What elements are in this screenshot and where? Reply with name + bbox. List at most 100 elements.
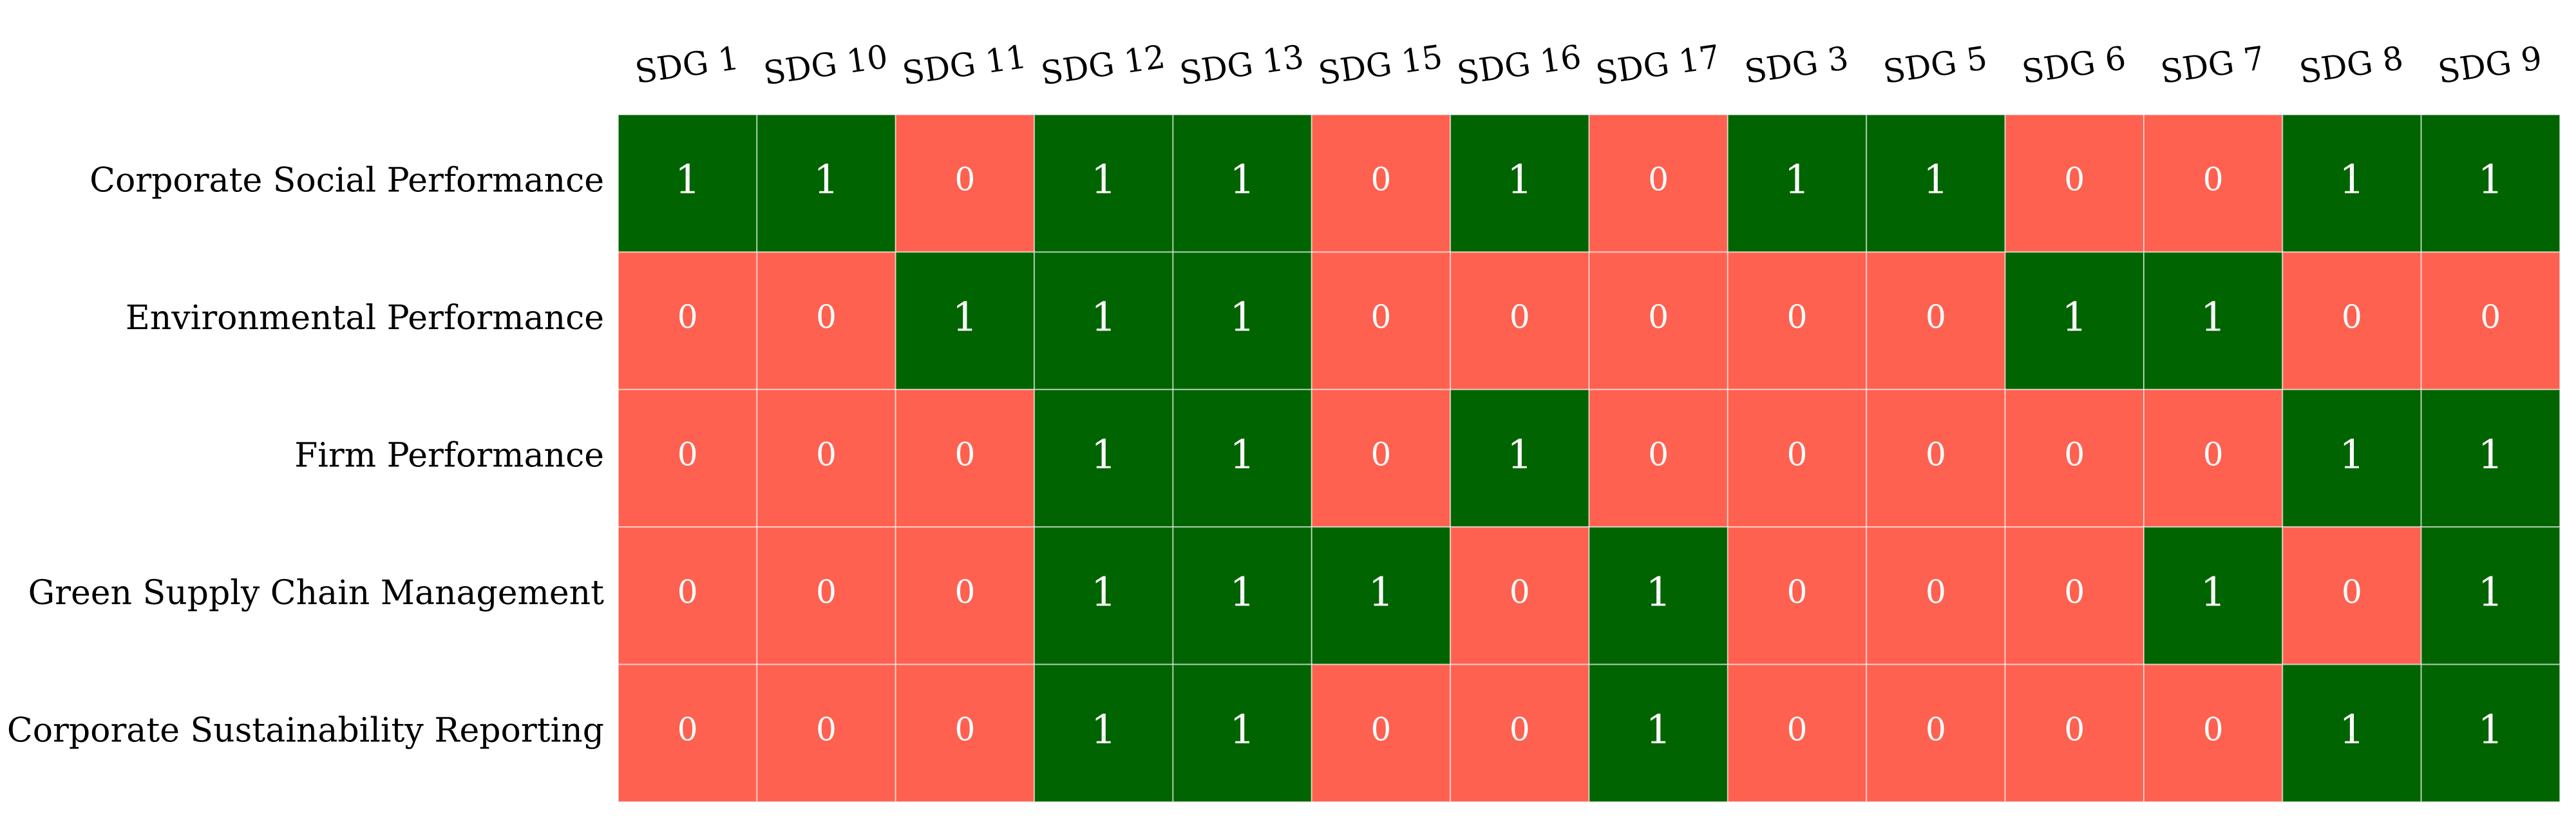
- heatmap-cell-r1-c10: [1866, 114, 2006, 253]
- cell-value-r5-c6: 0: [1371, 710, 1392, 748]
- cell-value-r3-c5: 1: [1229, 431, 1255, 478]
- cell-value-r4-c7: 0: [1510, 573, 1530, 611]
- cell-value-r3-c3: 0: [954, 436, 975, 473]
- column-label-sdg-13: SDG 13: [1177, 38, 1306, 92]
- cell-value-r5-c5: 1: [1229, 706, 1255, 753]
- cell-value-r4-c2: 0: [816, 573, 837, 611]
- heatmap-cell-r3-c3: [895, 388, 1036, 528]
- heatmap-cell-r2-c9: [1727, 251, 1868, 390]
- heatmap-cell-r4-c14: [2420, 526, 2561, 665]
- cell-value-r2-c7: 0: [1510, 298, 1530, 336]
- heatmap-cell-r5-c10: [1866, 663, 2006, 803]
- cell-value-r5-c13: 1: [2339, 706, 2364, 753]
- cell-value-r2-c5: 1: [1229, 294, 1255, 341]
- heatmap-cell-r3-c8: [1588, 388, 1728, 528]
- cell-value-r4-c11: 0: [2064, 573, 2085, 611]
- heatmap-cell-r1-c1: [618, 114, 758, 253]
- heatmap-cell-r2-c14: [2420, 251, 2561, 390]
- column-label-sdg-15: SDG 15: [1316, 38, 1444, 92]
- row-label-corporate-social-performance: Corporate Social Performance: [90, 162, 604, 200]
- heatmap-cell-r5-c3: [895, 663, 1036, 803]
- cell-value-r2-c12: 1: [2201, 294, 2226, 341]
- cell-value-r4-c8: 1: [1645, 568, 1671, 615]
- cell-value-r3-c6: 0: [1371, 436, 1392, 473]
- cell-value-r4-c3: 0: [954, 573, 975, 611]
- heatmap-cell-r4-c4: [1034, 526, 1174, 665]
- heatmap-cell-r5-c4: [1034, 663, 1174, 803]
- heatmap-cell-r4-c11: [2004, 526, 2145, 665]
- heatmap-cell-r2-c2: [756, 251, 896, 390]
- heatmap-cell-r4-c8: [1588, 526, 1728, 665]
- cell-value-r1-c2: 1: [813, 156, 838, 203]
- heatmap-cell-r5-c8: [1588, 663, 1728, 803]
- row-label-corporate-sustainability-reporting: Corporate Sustainability Reporting: [7, 711, 604, 750]
- heatmap-cell-r3-c11: [2004, 388, 2145, 528]
- cell-value-r3-c14: 1: [2478, 431, 2503, 478]
- cell-value-r3-c1: 0: [677, 436, 698, 473]
- column-label-sdg-9: SDG 9: [2436, 39, 2544, 91]
- cell-value-r3-c7: 1: [1507, 431, 1532, 478]
- heatmap-cell-r3-c1: [618, 388, 758, 528]
- cell-value-r5-c7: 0: [1510, 710, 1530, 748]
- cell-value-r5-c12: 0: [2203, 710, 2224, 748]
- heatmap-cell-r2-c1: [618, 251, 758, 390]
- heatmap-cell-r1-c3: [895, 114, 1036, 253]
- heatmap-cell-r4-c7: [1450, 526, 1590, 665]
- heatmap-cell-r2-c13: [2282, 251, 2422, 390]
- cell-value-r2-c14: 0: [2480, 298, 2501, 336]
- heatmap-cell-r3-c14: [2420, 388, 2561, 528]
- cell-value-r3-c4: 1: [1091, 431, 1116, 478]
- column-label-sdg-1: SDG 1: [632, 39, 741, 91]
- cell-value-r1-c7: 1: [1507, 156, 1532, 203]
- heatmap-cell-r1-c4: [1034, 114, 1174, 253]
- cell-value-r3-c11: 0: [2064, 436, 2085, 473]
- heatmap-cell-r1-c14: [2420, 114, 2561, 253]
- cell-value-r2-c2: 0: [816, 298, 837, 336]
- cell-value-r3-c9: 0: [1787, 436, 1808, 473]
- heatmap-cell-r5-c14: [2420, 663, 2561, 803]
- heatmap-cell-r1-c8: [1588, 114, 1728, 253]
- column-labels: SDG 1 SDG 10 SDG 11 SDG 12 SDG 13 SDG 15 SDG 1…: [632, 38, 2544, 92]
- cell-value-r2-c8: 0: [1648, 298, 1669, 336]
- cell-value-r1-c5: 1: [1229, 156, 1255, 203]
- cell-value-r4-c5: 1: [1229, 568, 1255, 615]
- cell-value-r2-c6: 0: [1371, 298, 1392, 336]
- column-label-sdg-8: SDG 8: [2297, 39, 2405, 91]
- cell-value-r1-c13: 1: [2339, 156, 2364, 203]
- heatmap-cell-r1-c6: [1311, 114, 1452, 253]
- heatmap-cell-r2-c8: [1588, 251, 1728, 390]
- heatmap-cell-r4-c13: [2282, 526, 2422, 665]
- column-label-sdg-3: SDG 3: [1742, 39, 1850, 91]
- cell-value-r1-c11: 0: [2064, 161, 2085, 198]
- cell-value-r5-c3: 0: [954, 710, 975, 748]
- heatmap-cell-r4-c9: [1727, 526, 1868, 665]
- heatmap-cell-r4-c1: [618, 526, 758, 665]
- cell-value-r1-c14: 1: [2478, 156, 2503, 203]
- heatmap-cell-r5-c2: [756, 663, 896, 803]
- heatmap-cell-r5-c5: [1172, 663, 1312, 803]
- cell-value-r1-c1: 1: [675, 156, 700, 203]
- heatmap-cell-r5-c6: [1311, 663, 1452, 803]
- heatmap-cell-r3-c10: [1866, 388, 2006, 528]
- row-label-green-supply-chain-management: Green Supply Chain Management: [28, 574, 604, 613]
- cell-value-r2-c10: 0: [1926, 298, 1946, 336]
- heatmap-cell-r2-c6: [1311, 251, 1452, 390]
- cell-value-r5-c9: 0: [1787, 710, 1808, 748]
- heatmap-cell-r5-c12: [2143, 663, 2284, 803]
- heatmap-cell-r2-c4: [1034, 251, 1174, 390]
- heatmap-cell-r3-c9: [1727, 388, 1868, 528]
- cell-value-r5-c8: 1: [1645, 706, 1671, 753]
- cell-value-r3-c13: 1: [2339, 431, 2364, 478]
- cell-value-r3-c12: 0: [2203, 436, 2224, 473]
- heatmap-cell-r1-c12: [2143, 114, 2284, 253]
- cell-value-r2-c11: 1: [2062, 294, 2087, 341]
- cell-value-r1-c9: 1: [1785, 156, 1810, 203]
- cell-value-r4-c1: 0: [677, 573, 698, 611]
- heatmap-cell-r2-c5: [1172, 251, 1312, 390]
- heatmap-cell-r2-c11: [2004, 251, 2145, 390]
- cell-value-r3-c8: 0: [1648, 436, 1669, 473]
- cell-value-r4-c12: 1: [2201, 568, 2226, 615]
- cell-value-r4-c14: 1: [2478, 568, 2503, 615]
- cell-value-r5-c10: 0: [1926, 710, 1946, 748]
